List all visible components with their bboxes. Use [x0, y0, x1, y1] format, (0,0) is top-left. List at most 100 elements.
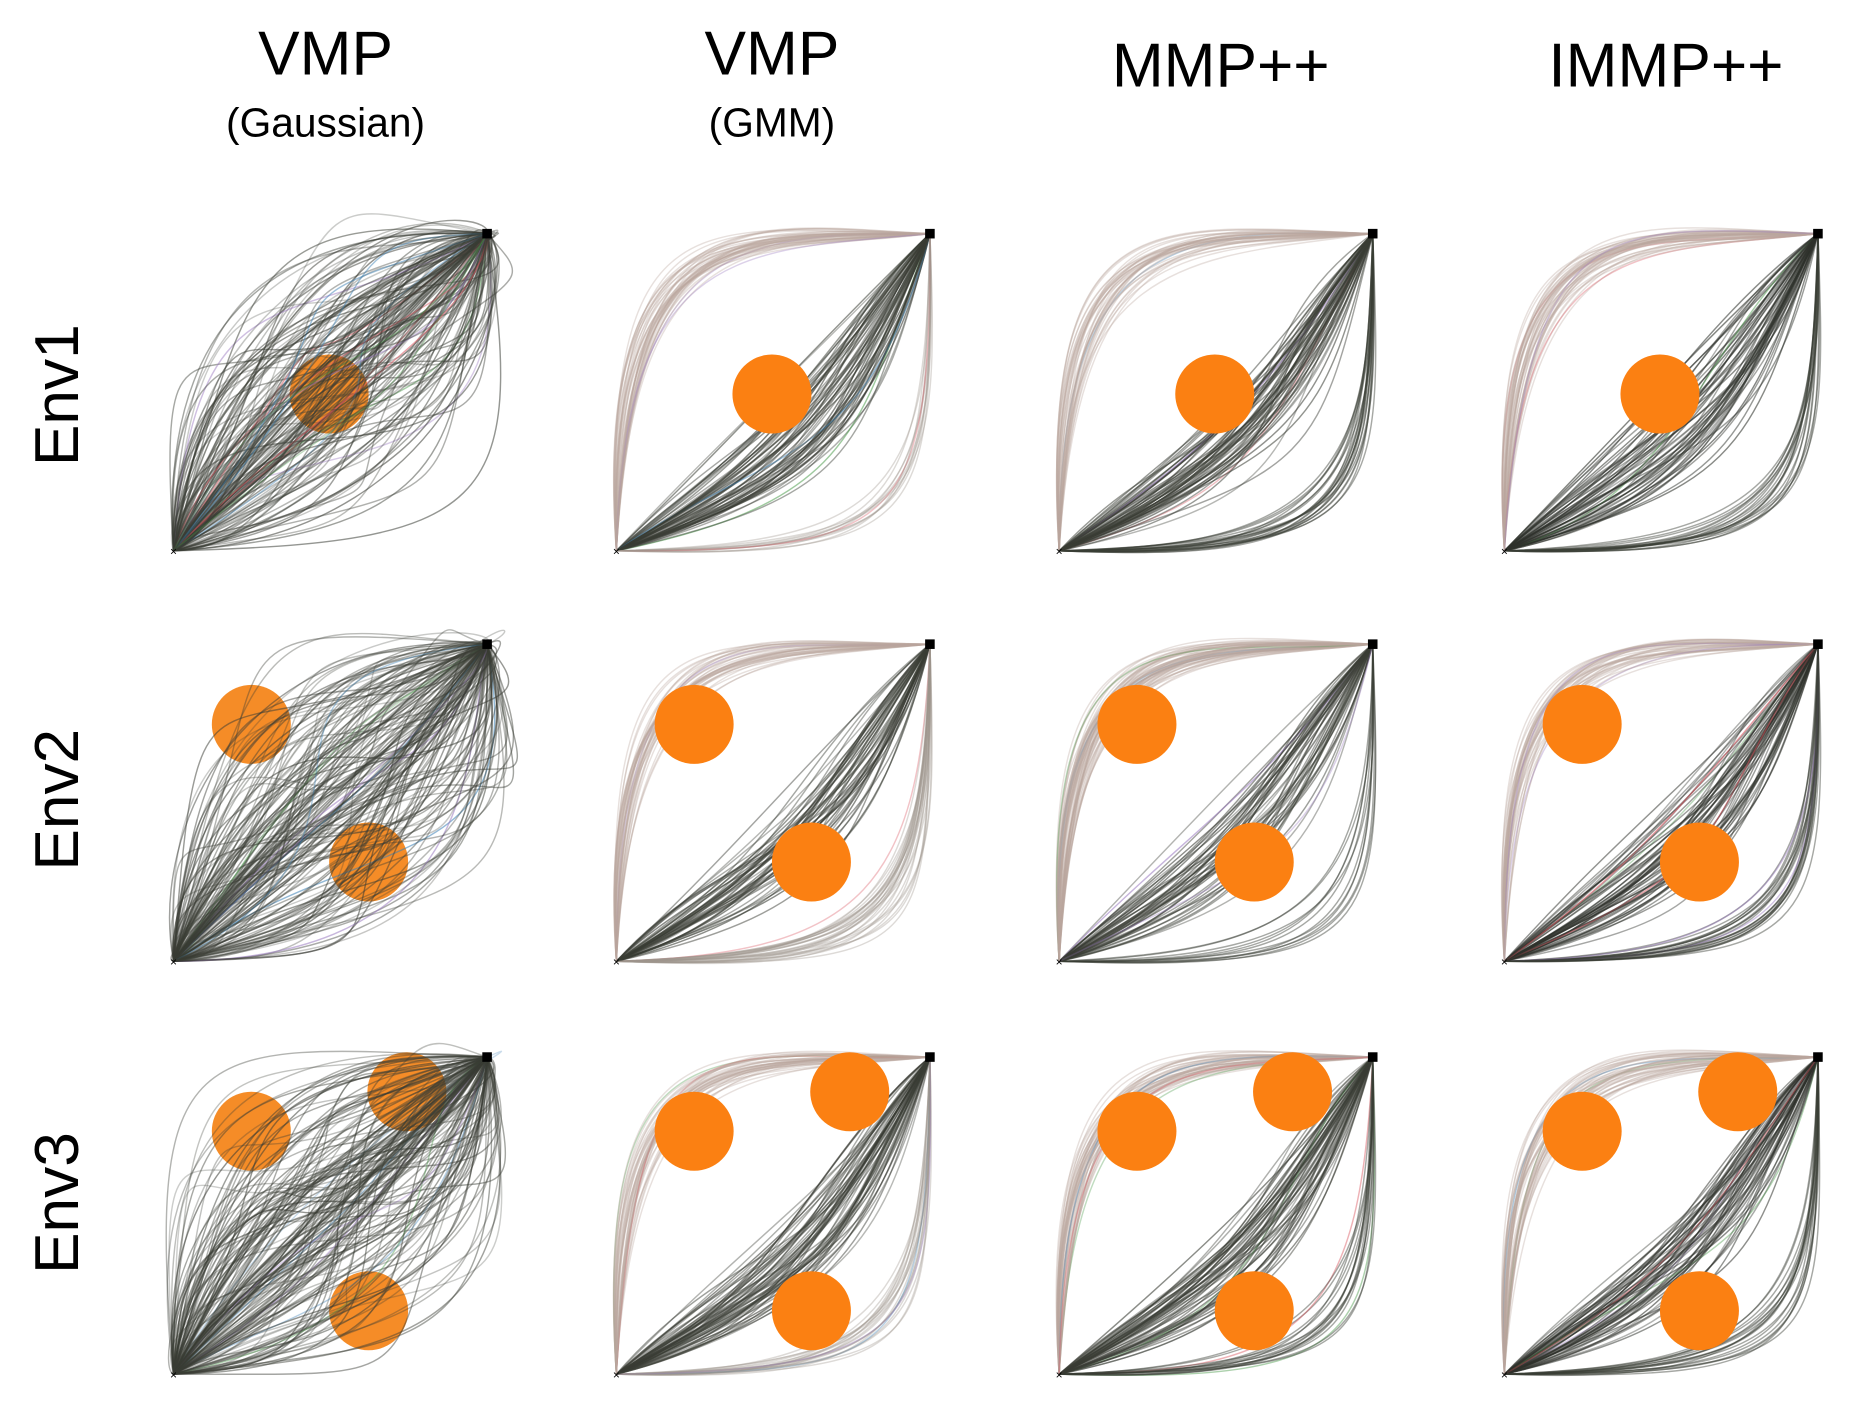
- goal-marker: [1367, 1052, 1378, 1062]
- trajectory: [1504, 1057, 1819, 1375]
- trajectory: [1059, 233, 1375, 553]
- trajectory: [172, 643, 498, 962]
- trajectory: [1059, 1057, 1377, 1375]
- trajectory: [615, 232, 930, 551]
- trajectory: [615, 232, 930, 551]
- trajectory: [615, 228, 930, 551]
- trajectory: [172, 233, 493, 551]
- trajectory: [173, 643, 488, 963]
- trajectory: [1055, 229, 1373, 551]
- trajectory: [173, 233, 488, 552]
- trajectory: [616, 1057, 932, 1375]
- trajectory: [1503, 643, 1818, 962]
- trajectory: [172, 643, 488, 962]
- goal-marker: [1813, 1052, 1823, 1062]
- trajectory: [1059, 1057, 1375, 1375]
- trajectory: [173, 233, 488, 552]
- trajectory: [616, 644, 931, 963]
- trajectory: [173, 233, 488, 552]
- trajectory: [1059, 1057, 1376, 1377]
- trajectory: [616, 1056, 931, 1375]
- trajectory: [616, 1057, 931, 1375]
- trajectory: [173, 643, 492, 962]
- trajectory: [1503, 1050, 1818, 1375]
- trajectory: [173, 644, 508, 962]
- trajectory: [173, 643, 488, 962]
- trajectory: [1058, 643, 1373, 962]
- trajectory: [1058, 232, 1373, 551]
- trajectory: [173, 233, 489, 552]
- trajectory: [1504, 233, 1819, 552]
- trajectory: [172, 644, 488, 962]
- trajectory: [173, 233, 488, 552]
- trajectory: [614, 232, 930, 551]
- trajectory: [615, 1056, 931, 1375]
- trajectory: [1059, 233, 1374, 554]
- trajectory: [173, 233, 488, 552]
- trajectory: [615, 232, 930, 551]
- trajectory: [173, 643, 488, 962]
- trajectory: [1056, 643, 1373, 962]
- trajectory: [615, 643, 930, 962]
- trajectory: [614, 643, 930, 962]
- trajectory: [1503, 231, 1818, 551]
- trajectory: [172, 1053, 488, 1375]
- trajectory: [1504, 644, 1819, 963]
- trajectory: [615, 1056, 931, 1375]
- trajectory: [173, 1056, 488, 1375]
- trajectory: [1058, 232, 1373, 551]
- trajectory: [173, 233, 488, 552]
- trajectory: [616, 1057, 932, 1375]
- trajectory: [616, 1057, 931, 1375]
- trajectory: [173, 643, 488, 962]
- trajectory: [615, 643, 930, 962]
- trajectory: [173, 1056, 503, 1375]
- trajectory: [1503, 232, 1818, 551]
- trajectory: [1059, 1056, 1374, 1375]
- goal-marker: [482, 639, 492, 649]
- trajectory: [1503, 638, 1818, 962]
- trajectory: [1058, 643, 1373, 962]
- trajectory: [172, 643, 488, 962]
- trajectory: [1058, 229, 1373, 551]
- trajectory: [615, 642, 930, 962]
- trajectory: [172, 643, 488, 962]
- trajectory: [172, 643, 488, 962]
- trajectory: [616, 233, 931, 552]
- trajectory: [615, 641, 930, 962]
- trajectory: [1504, 1056, 1819, 1375]
- trajectory: [1056, 643, 1373, 962]
- trajectory: [1058, 233, 1374, 552]
- trajectory: [1503, 642, 1818, 962]
- trajectory: [1057, 232, 1373, 551]
- trajectory: [172, 643, 488, 962]
- trajectory: [1504, 1057, 1819, 1375]
- trajectory: [616, 1057, 931, 1376]
- trajectory: [172, 643, 488, 962]
- trajectory: [173, 1056, 488, 1375]
- trajectory: [1059, 644, 1375, 964]
- obstacle: [211, 684, 291, 764]
- trajectory: [615, 1056, 931, 1375]
- obstacle: [1698, 1052, 1778, 1132]
- trajectory: [173, 643, 519, 962]
- trajectory: [1056, 232, 1373, 551]
- trajectory: [172, 1056, 488, 1375]
- trajectory: [1503, 232, 1818, 551]
- trajectory: [1503, 643, 1819, 962]
- trajectory: [1504, 233, 1819, 552]
- trajectory: [1503, 227, 1818, 551]
- trajectory: [172, 1056, 488, 1375]
- trajectory: [172, 1056, 488, 1375]
- trajectory: [173, 1056, 488, 1375]
- trajectory: [171, 232, 488, 551]
- trajectory: [1501, 232, 1819, 551]
- trajectory: [1504, 1056, 1819, 1375]
- trajectory: [172, 233, 488, 551]
- trajectory: [172, 230, 496, 552]
- trajectory: [173, 643, 488, 962]
- trajectory: [173, 230, 488, 552]
- trajectory: [173, 643, 488, 963]
- trajectory: [172, 643, 488, 962]
- trajectory: [172, 644, 488, 962]
